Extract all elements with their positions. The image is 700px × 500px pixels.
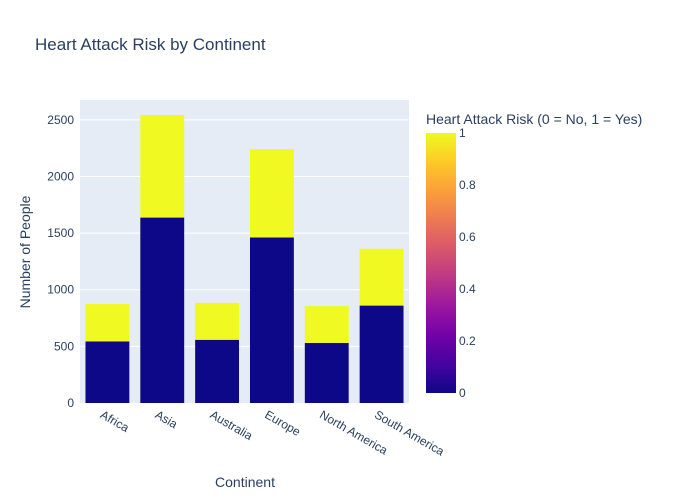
bar-australia-risk-0 xyxy=(195,339,240,403)
bar-africa-risk-0 xyxy=(85,341,130,403)
chart-title: Heart Attack Risk by Continent xyxy=(35,35,266,54)
bar-north-america-risk-0 xyxy=(304,342,349,403)
bar-south-america-risk-1 xyxy=(359,248,404,306)
bar-europe-risk-0 xyxy=(249,237,294,403)
x-tick-labels: Africa Asia Australia Europe North AmericaSo… xyxy=(98,407,447,458)
colorbar-title: Heart Attack Risk (0 = No, 1 = Yes) xyxy=(426,111,642,127)
colorbar-tick-label: 1 xyxy=(459,126,466,140)
bar-south-america-risk-0 xyxy=(359,305,404,403)
y-tick-label: 0 xyxy=(67,396,74,410)
colorbar-tick-label: 0.4 xyxy=(459,282,476,296)
y-tick-label: 500 xyxy=(54,339,74,353)
x-tick-label: Australia xyxy=(208,407,256,443)
x-tick-label: Asia xyxy=(153,407,180,431)
bar-north-america-risk-1 xyxy=(304,306,349,343)
y-axis-title: Number of People xyxy=(17,195,33,308)
x-axis-title: Continent xyxy=(215,474,275,490)
x-tick-label: Europe xyxy=(262,407,303,439)
x-tick-label: Africa xyxy=(98,407,132,435)
bar-europe-risk-1 xyxy=(249,149,294,238)
bar-australia-risk-1 xyxy=(195,302,240,340)
colorbar-tick-label: 0.6 xyxy=(459,230,476,244)
colorbar-tick-label: 0.8 xyxy=(459,178,476,192)
y-tick-label: 1500 xyxy=(47,226,74,240)
colorbar-tick-labels: 0 0.2 0.4 0.6 0.8 1 xyxy=(459,126,476,400)
y-tick-label: 1000 xyxy=(47,283,74,297)
y-tick-labels: 0 500 1000 1500 2000 2500 xyxy=(47,113,74,410)
colorbar-tick-label: 0.2 xyxy=(459,334,476,348)
bar-asia-risk-0 xyxy=(140,217,185,403)
plot-area xyxy=(80,100,409,403)
colorbar-tick-label: 0 xyxy=(459,386,466,400)
colorbar xyxy=(426,133,456,393)
y-tick-label: 2000 xyxy=(47,169,74,183)
y-tick-label: 2500 xyxy=(47,113,74,127)
bars xyxy=(85,114,404,403)
bar-africa-risk-1 xyxy=(85,304,130,342)
grid-lines xyxy=(80,119,409,347)
bar-asia-risk-1 xyxy=(140,114,185,218)
